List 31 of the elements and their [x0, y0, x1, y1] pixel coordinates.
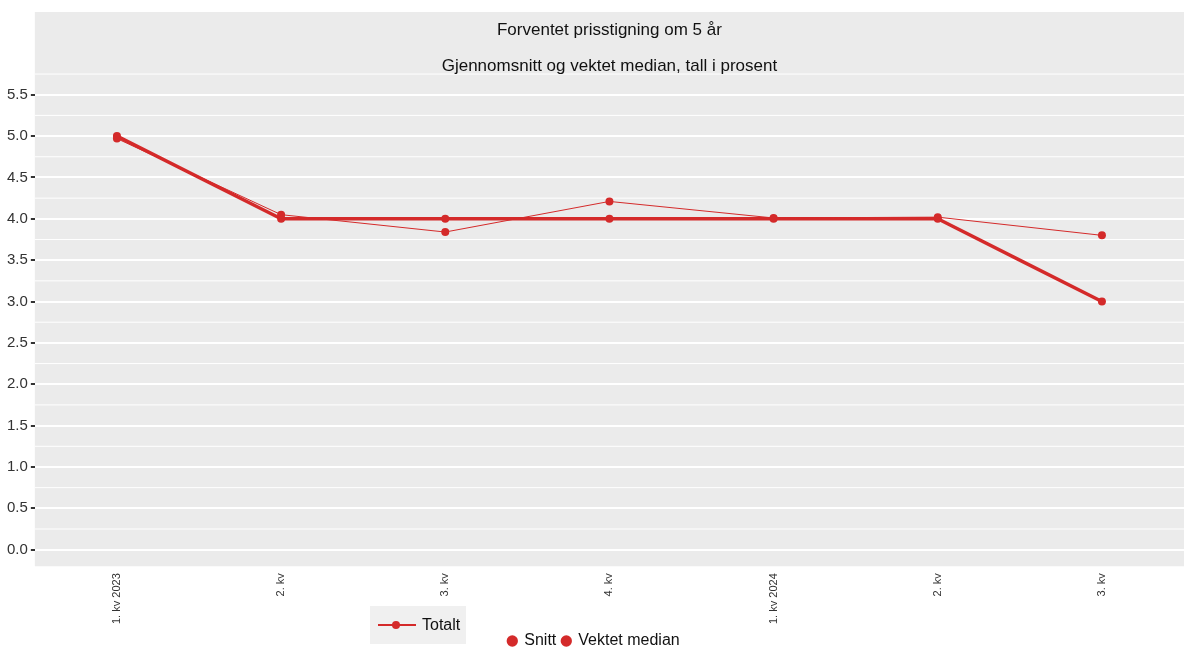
y-tick-label: 4.5 [6, 167, 28, 185]
x-tick-label: 3. kv [1094, 572, 1107, 597]
y-tick-label: 5.5 [6, 84, 28, 102]
y-tick-label: 3.0 [6, 291, 28, 309]
y-tick-label: 5.0 [6, 126, 28, 144]
y-tick-label: 3.5 [6, 250, 28, 268]
y-tick-label: 4.0 [6, 208, 28, 226]
y-tick-label: 1.0 [6, 457, 28, 475]
legend-label: Vektet median [578, 631, 680, 649]
y-tick-label: 0.5 [6, 498, 28, 516]
text: Forventet prisstigning om 5 år [496, 19, 723, 39]
point [1097, 231, 1106, 240]
legend-title: Totalt [422, 616, 461, 634]
point [605, 214, 614, 223]
point [605, 197, 614, 206]
point [1097, 297, 1106, 306]
y-tick-label: 2.5 [6, 333, 28, 351]
x-tick-label: 1. kv 2024 [766, 573, 779, 625]
text: Gjennomsnitt og vektet median, tall i prosent [441, 55, 778, 75]
x-tick-label: 3. kv [438, 572, 451, 597]
x-tick-label: 4. kv [602, 572, 615, 597]
y-tick-label: 1.5 [6, 415, 28, 433]
y-tick-label: 0.0 [6, 539, 28, 557]
legend-label: Snitt [524, 631, 557, 649]
x-tick-label: 1. kv 2023 [109, 573, 122, 625]
x-tick-label: 2. kv [930, 572, 943, 597]
y-tick-label: 2.0 [6, 374, 28, 392]
point [769, 213, 778, 222]
point [441, 214, 450, 223]
x-tick-label: 2. kv [274, 572, 287, 597]
point [441, 228, 450, 237]
